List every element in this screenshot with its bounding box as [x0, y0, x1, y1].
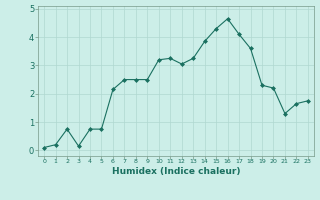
X-axis label: Humidex (Indice chaleur): Humidex (Indice chaleur)	[112, 167, 240, 176]
